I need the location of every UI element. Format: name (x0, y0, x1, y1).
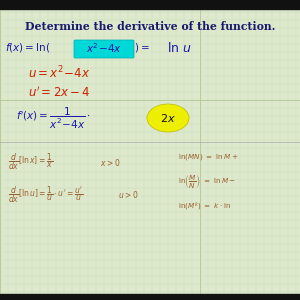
FancyBboxPatch shape (74, 40, 134, 58)
Text: $\dfrac{d}{dx}\left[\ln u\right]=\dfrac{1}{u}\cdot u'=\dfrac{u'}{u}$: $\dfrac{d}{dx}\left[\ln u\right]=\dfrac{… (8, 185, 83, 205)
Bar (0, 294, 300, 300)
Text: $\ln(M^k)\ =\ k\cdot\ln$: $\ln(M^k)\ =\ k\cdot\ln$ (178, 201, 231, 213)
Text: $x > 0$: $x > 0$ (100, 157, 120, 167)
Text: $f(x) = \ln($: $f(x) = \ln($ (5, 41, 50, 55)
Text: Determine the derivative of the function.: Determine the derivative of the function… (25, 22, 275, 32)
Text: $f'(x) = \dfrac{1}{x^2\!-\!4x}\cdot$: $f'(x) = \dfrac{1}{x^2\!-\!4x}\cdot$ (16, 106, 91, 130)
Text: $2x$: $2x$ (160, 112, 176, 124)
Bar (0, 0, 300, 9)
Text: $u = x^2\!-\!4x$: $u = x^2\!-\!4x$ (28, 65, 90, 81)
Text: $u' = 2x - 4$: $u' = 2x - 4$ (28, 86, 91, 100)
Text: $\dfrac{d}{dx}\left[\ln x\right]=\dfrac{1}{x}$: $\dfrac{d}{dx}\left[\ln x\right]=\dfrac{… (8, 152, 53, 172)
Text: $\ln\,u$: $\ln\,u$ (167, 41, 192, 55)
Text: $u > 0$: $u > 0$ (118, 190, 139, 200)
Text: $\ln(MN)\ =\ \ln M +$: $\ln(MN)\ =\ \ln M +$ (178, 152, 238, 162)
Ellipse shape (147, 104, 189, 132)
Text: $x^2\!-\!4x$: $x^2\!-\!4x$ (86, 41, 122, 55)
Text: $) =$: $) =$ (134, 41, 150, 55)
Text: $\ln\!\left(\dfrac{M}{N}\right)\ =\ \ln M -$: $\ln\!\left(\dfrac{M}{N}\right)\ =\ \ln … (178, 173, 236, 190)
